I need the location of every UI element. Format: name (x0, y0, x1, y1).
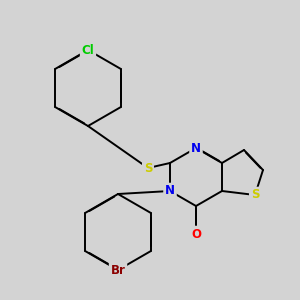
Text: Cl: Cl (82, 44, 94, 56)
Text: O: O (191, 227, 201, 241)
Text: Br: Br (111, 263, 125, 277)
Text: N: N (191, 142, 201, 154)
Text: S: S (144, 161, 152, 175)
Text: S: S (251, 188, 259, 202)
Text: N: N (165, 184, 175, 197)
